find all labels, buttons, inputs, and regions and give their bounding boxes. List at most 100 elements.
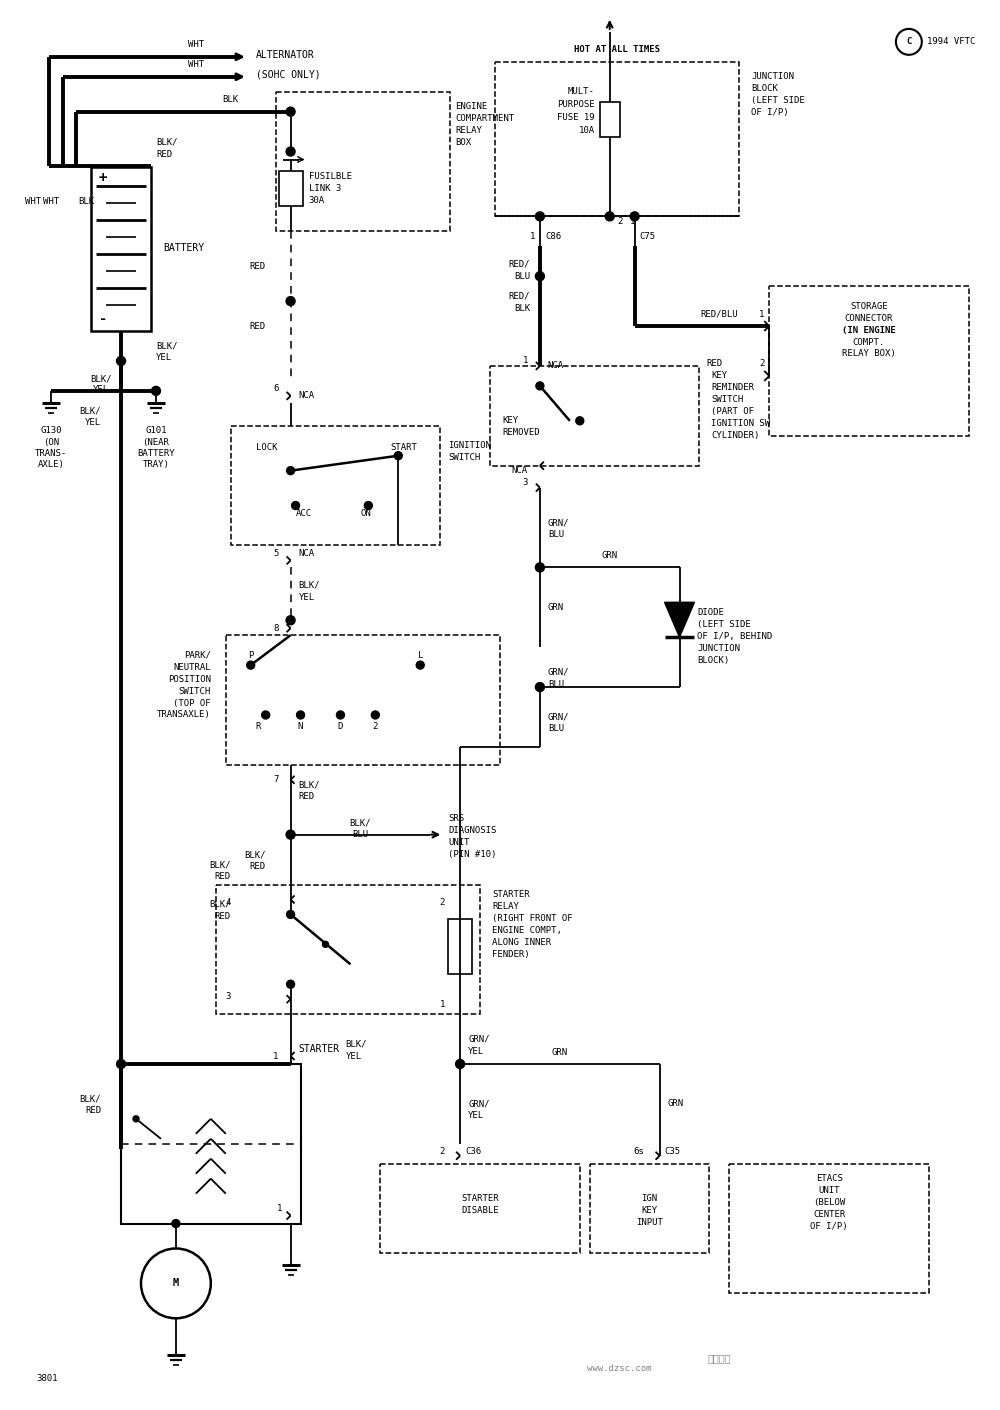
Text: 3: 3 bbox=[226, 991, 231, 1001]
Text: OF I/P): OF I/P) bbox=[810, 1222, 848, 1231]
Bar bbox=[600, 102, 620, 137]
Text: (LEFT SIDE: (LEFT SIDE bbox=[751, 96, 805, 106]
Text: RED: RED bbox=[215, 912, 231, 921]
Text: NCA: NCA bbox=[548, 361, 564, 371]
Circle shape bbox=[394, 451, 402, 460]
Text: BLK/: BLK/ bbox=[299, 780, 320, 790]
Text: GRN/: GRN/ bbox=[468, 1100, 490, 1108]
Text: YEL: YEL bbox=[468, 1046, 484, 1056]
Text: G130: G130 bbox=[40, 426, 62, 436]
Text: (ON: (ON bbox=[43, 439, 59, 447]
Text: BLOCK): BLOCK) bbox=[697, 656, 730, 664]
Text: BLU: BLU bbox=[352, 830, 368, 839]
Bar bbox=[121, 1065, 301, 1224]
Text: JUNCTION: JUNCTION bbox=[697, 643, 740, 653]
Text: BLK/: BLK/ bbox=[80, 406, 101, 416]
Text: RED/BLU: RED/BLU bbox=[701, 310, 738, 319]
Circle shape bbox=[286, 107, 295, 116]
Text: C36: C36 bbox=[465, 1148, 481, 1156]
Text: 1994 VFTC: 1994 VFTC bbox=[927, 37, 975, 47]
Text: BLU: BLU bbox=[548, 725, 564, 733]
Text: RED: RED bbox=[250, 321, 266, 330]
Text: BLU: BLU bbox=[548, 680, 564, 688]
Text: 10A: 10A bbox=[579, 125, 595, 135]
Text: YEL: YEL bbox=[93, 385, 109, 395]
Text: GRN/: GRN/ bbox=[548, 712, 569, 722]
Circle shape bbox=[297, 711, 305, 719]
Text: FENDER): FENDER) bbox=[492, 950, 530, 959]
Text: OF I/P): OF I/P) bbox=[751, 109, 789, 117]
Text: 8: 8 bbox=[273, 623, 279, 633]
Circle shape bbox=[456, 1059, 465, 1069]
Text: (IN ENGINE: (IN ENGINE bbox=[842, 326, 896, 334]
Circle shape bbox=[287, 467, 295, 475]
Text: RED: RED bbox=[215, 871, 231, 881]
Text: JUNCTION: JUNCTION bbox=[751, 72, 794, 82]
Text: L: L bbox=[418, 650, 423, 660]
Text: (TOP OF: (TOP OF bbox=[173, 698, 211, 708]
Text: UNIT: UNIT bbox=[448, 838, 470, 847]
Text: YEL: YEL bbox=[156, 354, 172, 362]
Text: BLK/: BLK/ bbox=[209, 900, 231, 909]
Circle shape bbox=[364, 502, 372, 509]
Bar bbox=[226, 634, 500, 764]
Text: UNIT: UNIT bbox=[818, 1186, 840, 1196]
Circle shape bbox=[322, 942, 328, 948]
Text: (RIGHT FRONT OF: (RIGHT FRONT OF bbox=[492, 914, 573, 924]
Text: DIAGNOSIS: DIAGNOSIS bbox=[448, 826, 497, 835]
Circle shape bbox=[535, 682, 544, 691]
Text: -: - bbox=[99, 312, 107, 326]
Text: NCA: NCA bbox=[512, 467, 528, 475]
Text: BLK/: BLK/ bbox=[156, 341, 177, 351]
Circle shape bbox=[117, 1059, 126, 1069]
Text: BLK/: BLK/ bbox=[209, 860, 231, 869]
Text: 30A: 30A bbox=[309, 196, 325, 204]
Text: 1: 1 bbox=[530, 231, 535, 241]
Text: SWITCH: SWITCH bbox=[448, 453, 480, 462]
Text: BLK/: BLK/ bbox=[299, 581, 320, 589]
Circle shape bbox=[605, 212, 614, 221]
Text: R: R bbox=[255, 722, 260, 732]
Circle shape bbox=[286, 296, 295, 306]
Text: REMINDER: REMINDER bbox=[711, 384, 754, 392]
Text: BLOCK: BLOCK bbox=[751, 85, 778, 93]
Text: RED: RED bbox=[706, 360, 722, 368]
Bar bbox=[276, 92, 450, 231]
Text: KEY: KEY bbox=[642, 1206, 658, 1215]
Bar bbox=[91, 166, 151, 331]
Text: C: C bbox=[906, 37, 912, 47]
Circle shape bbox=[292, 502, 300, 509]
Text: DISABLE: DISABLE bbox=[461, 1206, 499, 1215]
Text: IGN: IGN bbox=[642, 1194, 658, 1203]
Circle shape bbox=[576, 417, 584, 424]
Text: RED/: RED/ bbox=[508, 292, 530, 300]
Text: CONNECTOR: CONNECTOR bbox=[845, 313, 893, 323]
Text: C75: C75 bbox=[640, 231, 656, 241]
Circle shape bbox=[536, 382, 544, 391]
Text: 6: 6 bbox=[273, 385, 279, 393]
Text: NEUTRAL: NEUTRAL bbox=[173, 663, 211, 671]
Text: POSITION: POSITION bbox=[168, 674, 211, 684]
Text: BLK: BLK bbox=[78, 197, 94, 206]
Text: C86: C86 bbox=[545, 231, 561, 241]
Circle shape bbox=[172, 1220, 180, 1228]
Text: N: N bbox=[298, 722, 303, 732]
Text: NCA: NCA bbox=[299, 548, 315, 558]
Text: 2: 2 bbox=[440, 898, 445, 907]
Text: YEL: YEL bbox=[85, 419, 101, 427]
Circle shape bbox=[286, 147, 295, 157]
Text: GRN: GRN bbox=[552, 1048, 568, 1056]
Text: 2: 2 bbox=[759, 360, 764, 368]
Text: ENGINE: ENGINE bbox=[455, 102, 487, 111]
Circle shape bbox=[247, 661, 255, 670]
Text: 2: 2 bbox=[617, 217, 623, 226]
Text: IGNITION: IGNITION bbox=[448, 441, 491, 450]
Text: FUSE 19: FUSE 19 bbox=[557, 113, 595, 123]
Text: STORAGE: STORAGE bbox=[850, 302, 888, 310]
Text: INPUT: INPUT bbox=[636, 1218, 663, 1227]
Circle shape bbox=[416, 661, 424, 670]
Text: ALTERNATOR: ALTERNATOR bbox=[256, 49, 314, 59]
Text: 3: 3 bbox=[523, 478, 528, 486]
Circle shape bbox=[262, 711, 270, 719]
Text: COMPT.: COMPT. bbox=[853, 337, 885, 347]
